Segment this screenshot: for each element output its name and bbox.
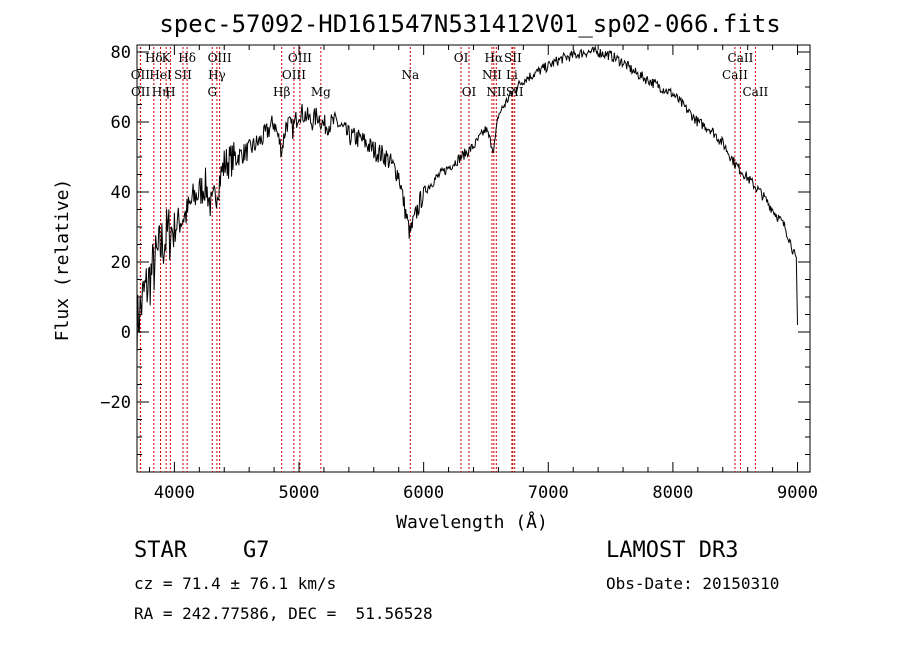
line-marker-label: G bbox=[207, 85, 217, 99]
line-marker-label: Hδ bbox=[145, 51, 163, 65]
spectral-subclass: G7 bbox=[243, 538, 270, 563]
line-marker-label: CaII bbox=[742, 85, 768, 99]
y-tick-label: 60 bbox=[111, 113, 131, 133]
line-marker-label: H bbox=[165, 85, 175, 99]
line-marker-label: SII bbox=[504, 51, 522, 65]
spectrum-series-line bbox=[136, 45, 798, 357]
line-marker-label: OI bbox=[462, 85, 477, 99]
survey-name: LAMOST DR3 bbox=[606, 538, 739, 563]
observation-date: Obs-Date: 20150310 bbox=[606, 574, 780, 593]
object-type: STAR bbox=[134, 538, 187, 563]
x-tick-label: 9000 bbox=[777, 483, 818, 503]
x-tick-label: 5000 bbox=[279, 483, 320, 503]
line-marker-label: NII bbox=[482, 68, 502, 82]
x-tick-label: 4000 bbox=[154, 483, 195, 503]
line-marker-label: OII bbox=[131, 68, 151, 82]
ra-dec-coordinates: RA = 242.77586, DEC = 51.56528 bbox=[134, 604, 433, 623]
line-marker-labels: Hδ OII OII K HeI Hη SII H Hδ OIII Hγ G Hβ OIII OIII Mg N… bbox=[131, 51, 769, 99]
line-marker-label: OI bbox=[454, 51, 469, 65]
line-marker-label: HeI bbox=[149, 68, 172, 82]
line-marker-label: SII bbox=[174, 68, 192, 82]
x-tick-label: 6000 bbox=[403, 483, 444, 503]
line-marker-label: Li bbox=[506, 68, 518, 82]
line-marker-label: CaII bbox=[728, 51, 754, 65]
y-tick-label: 40 bbox=[111, 183, 131, 203]
x-axis-label: Wavelength (Å) bbox=[396, 511, 548, 533]
line-marker-label: K bbox=[162, 51, 172, 65]
line-marker-label: Hδ bbox=[178, 51, 196, 65]
line-marker-label: Hβ bbox=[273, 85, 290, 99]
y-tick-label: 20 bbox=[111, 253, 131, 273]
line-marker-label: OIII bbox=[208, 51, 232, 65]
line-marker-label: Na bbox=[401, 68, 419, 82]
y-tick-label: 0 bbox=[121, 323, 131, 343]
line-markers bbox=[139, 47, 756, 472]
redshift-cz: cz = 71.4 ± 76.1 km/s bbox=[134, 574, 337, 593]
line-marker-label: Hη bbox=[152, 85, 170, 99]
y-tick-label: 80 bbox=[111, 43, 131, 63]
line-marker-label: OIII bbox=[282, 68, 306, 82]
plot-frame bbox=[136, 44, 811, 473]
line-marker-label: NII bbox=[486, 85, 506, 99]
line-marker-label: CaII bbox=[722, 68, 748, 82]
x-tick-label: 7000 bbox=[528, 483, 569, 503]
line-marker-label: Mg bbox=[311, 85, 331, 99]
line-marker-label: Hα bbox=[485, 51, 504, 65]
y-axis-label: Flux (relative) bbox=[52, 179, 73, 342]
y-tick-label: −20 bbox=[100, 393, 131, 413]
x-tick-label: 8000 bbox=[652, 483, 693, 503]
line-marker-label: OII bbox=[131, 85, 151, 99]
line-marker-label: Hγ bbox=[208, 68, 226, 82]
y-axis-ticks: −20 0 20 40 60 80 bbox=[100, 43, 810, 455]
chart-title: spec-57092-HD161547N531412V01_sp02-066.f… bbox=[159, 10, 780, 38]
x-axis-ticks: 4000 5000 6000 7000 8000 9000 bbox=[148, 45, 818, 503]
line-marker-label: OIII bbox=[288, 51, 312, 65]
